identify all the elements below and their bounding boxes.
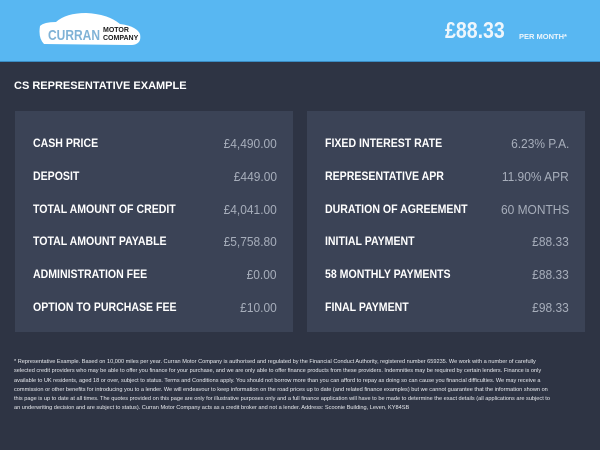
- finance-row: FIXED INTEREST RATE 6.23% P.A.: [325, 136, 569, 154]
- row-label: ADMINISTRATION FEE: [33, 267, 148, 282]
- row-value: £0.00: [247, 267, 277, 283]
- finance-row: OPTION TO PURCHASE FEE £10.00: [33, 300, 277, 318]
- footnote: * Representative Example. Based on 10,00…: [14, 359, 550, 412]
- finance-row: ADMINISTRATION FEE £0.00: [33, 267, 277, 285]
- row-label: FINAL PAYMENT: [325, 300, 409, 314]
- row-value: £10.00: [240, 300, 277, 315]
- finance-row: INITIAL PAYMENT £88.33: [325, 234, 569, 252]
- finance-row: DEPOSIT £449.00: [33, 169, 277, 187]
- row-value: £5,758.80: [223, 234, 277, 250]
- row-value: £98.33: [532, 300, 569, 315]
- row-label: FIXED INTEREST RATE: [325, 136, 443, 150]
- header: CURRAN MOTOR COMPANY £88.33 PER MONTH*: [0, 0, 600, 62]
- car-logo-icon[interactable]: [36, 12, 142, 48]
- finance-row: FINAL PAYMENT £98.33: [325, 300, 569, 318]
- row-value: £4,490.00: [223, 136, 277, 151]
- row-value: £88.33: [532, 267, 569, 283]
- row-value: 6.23% P.A.: [510, 136, 569, 151]
- row-label: TOTAL AMOUNT PAYABLE: [33, 234, 167, 249]
- logo-text: CURRAN: [48, 27, 100, 44]
- finance-row: CASH PRICE £4,490.00: [33, 136, 277, 154]
- row-label: DEPOSIT: [33, 168, 80, 183]
- row-label: DURATION OF AGREEMENT: [325, 201, 468, 216]
- monthly-price: £88.33: [445, 17, 505, 43]
- finance-row: DURATION OF AGREEMENT 60 MONTHS: [325, 202, 569, 220]
- finance-row: REPRESENTATIVE APR 11.90% APR: [325, 169, 569, 187]
- row-label: REPRESENTATIVE APR: [325, 168, 444, 183]
- row-label: INITIAL PAYMENT: [325, 234, 415, 249]
- row-label: 58 MONTHLY PAYMENTS: [325, 267, 451, 282]
- left-panel: CASH PRICE £4,490.00 DEPOSIT £449.00 TOTAL A…: [15, 111, 293, 332]
- row-label: CASH PRICE: [33, 136, 99, 150]
- row-label: TOTAL AMOUNT OF CREDIT: [33, 201, 176, 216]
- logo-subtext-line: MOTOR: [103, 27, 129, 34]
- logo-subtext: MOTOR COMPANY: [103, 27, 138, 42]
- row-value: £88.33: [532, 234, 569, 250]
- right-panel: FIXED INTEREST RATE 6.23% P.A. REPRESENTAT…: [307, 111, 585, 332]
- per-month-label: PER MONTH*: [519, 32, 567, 41]
- row-value: £449.00: [233, 168, 277, 184]
- row-value: 11.90% APR: [502, 168, 569, 184]
- row-value: 60 MONTHS: [500, 201, 569, 217]
- section-title: CS REPRESENTATIVE EXAMPLE: [14, 80, 187, 92]
- row-label: OPTION TO PURCHASE FEE: [33, 300, 177, 314]
- finance-row: TOTAL AMOUNT OF CREDIT £4,041.00: [33, 202, 277, 220]
- row-value: £4,041.00: [223, 201, 277, 217]
- finance-row: TOTAL AMOUNT PAYABLE £5,758.80: [33, 234, 277, 252]
- finance-row: 58 MONTHLY PAYMENTS £88.33: [325, 267, 569, 285]
- logo-subtext-line: COMPANY: [103, 34, 139, 42]
